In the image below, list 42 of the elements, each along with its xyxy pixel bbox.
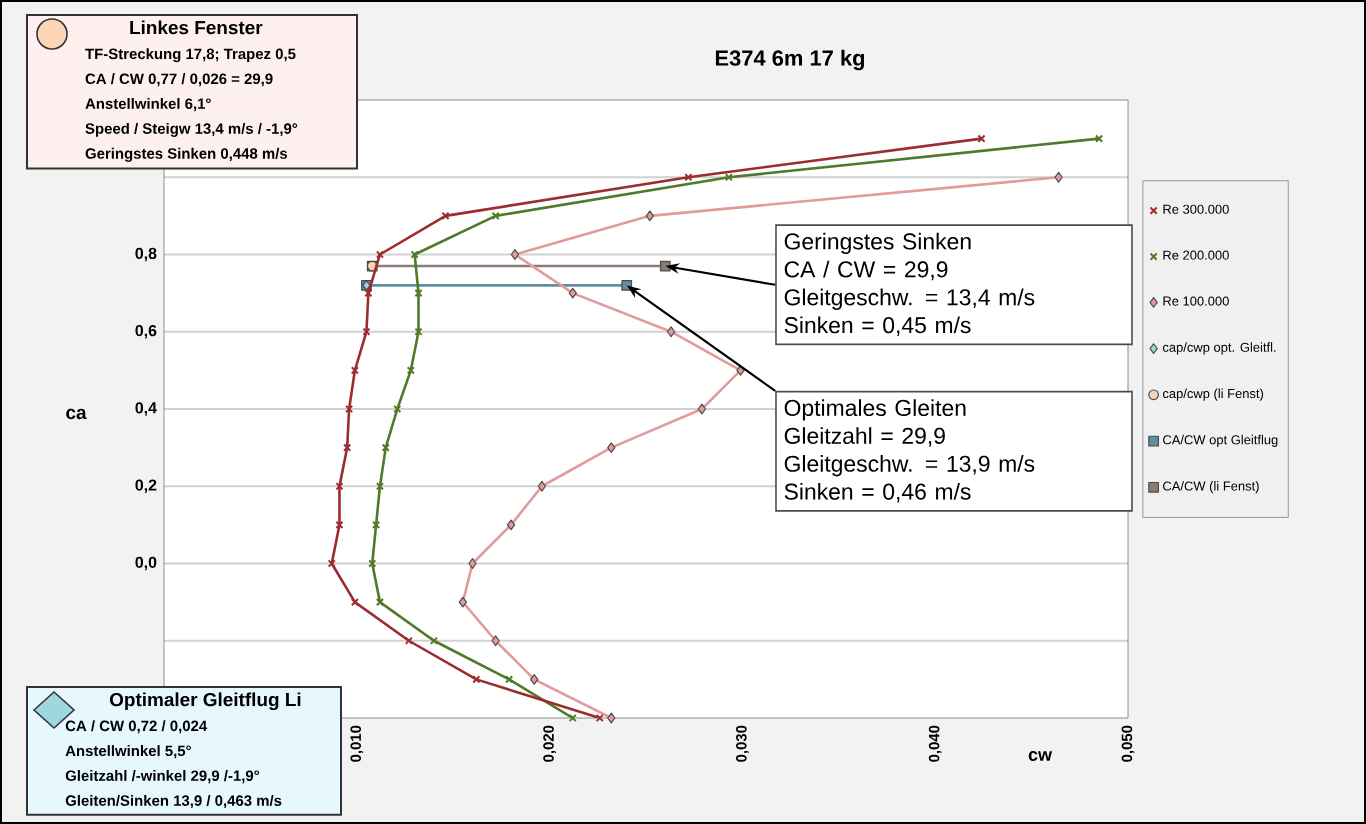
point — [371, 520, 381, 529]
point — [666, 326, 676, 338]
point — [362, 327, 371, 336]
x-axis-title: cw — [1028, 751, 1053, 761]
y-axis-title: ca — [66, 408, 87, 420]
point — [607, 712, 616, 724]
annotation: Geringstes Sinken — [784, 232, 971, 255]
point — [568, 287, 577, 299]
annotation: Optimales Gleiten — [784, 399, 966, 421]
point — [724, 173, 734, 182]
annotation: Gleitzahl = 29,9 — [784, 427, 945, 447]
point — [375, 598, 385, 607]
point — [659, 260, 671, 272]
annotation: Sinken = 0,46 m/s — [784, 482, 971, 503]
point — [393, 404, 402, 414]
point — [684, 173, 693, 182]
point — [404, 636, 413, 645]
point — [1054, 171, 1063, 183]
point — [458, 596, 468, 608]
point — [645, 210, 655, 222]
point — [537, 480, 547, 492]
point — [410, 250, 419, 259]
text: Linkes Fenster — [130, 20, 263, 35]
point — [491, 635, 500, 647]
point — [697, 403, 707, 415]
annotation: Optimaler Gleitflug Li — [109, 692, 301, 711]
annotation: Gleitgeschw. = 13,4 m/s — [784, 288, 1035, 310]
point — [472, 675, 481, 684]
point — [510, 249, 520, 260]
annotation: CA / CW = 29,9 — [784, 260, 948, 281]
point — [530, 673, 539, 685]
point — [429, 636, 439, 645]
annotation: Gleitgeschw. = 13,9 m/s — [784, 455, 1035, 477]
point — [468, 558, 477, 569]
point — [381, 443, 390, 452]
point — [506, 519, 516, 531]
point — [350, 598, 359, 607]
point — [375, 482, 385, 491]
annotation: Sinken = 0,45 m/s — [784, 316, 971, 336]
point — [345, 404, 354, 414]
chart-title: E374 6m 17 kg — [715, 49, 865, 71]
point — [607, 442, 616, 454]
